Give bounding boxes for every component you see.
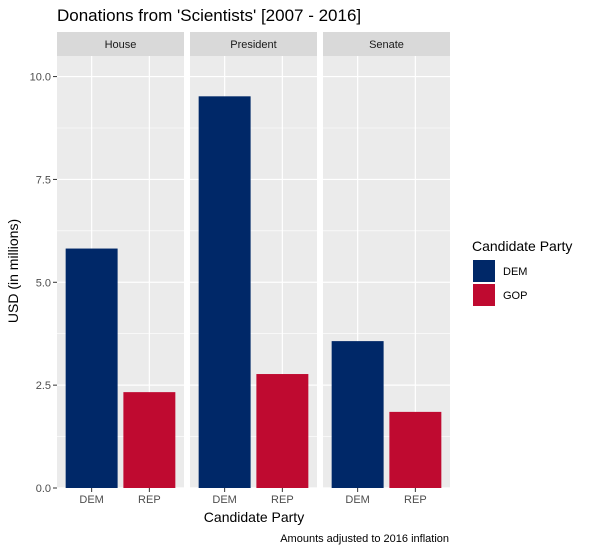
y-axis: 0.0 2.5 5.0 7.5 10.0 xyxy=(30,72,57,495)
y-tick-label: 10.0 xyxy=(30,72,51,84)
bar-president-dem xyxy=(198,96,251,488)
x-tick-label: DEM xyxy=(345,494,369,506)
facet-panels: House DEM REP President DEM REP Senate DEM REP xyxy=(57,32,450,506)
bar-president-rep xyxy=(256,374,309,488)
x-tick-label: REP xyxy=(404,494,427,506)
x-tick-label: DEM xyxy=(79,494,103,506)
facet-senate: Senate DEM REP xyxy=(323,32,450,506)
y-axis-label: USD (in millions) xyxy=(5,219,21,323)
bar-house-dem xyxy=(65,248,118,488)
x-tick-label: REP xyxy=(138,494,161,506)
legend-key-dem xyxy=(473,260,495,282)
facet-strip xyxy=(190,32,317,56)
y-tick-label: 0.0 xyxy=(36,483,51,495)
x-axis-label: Candidate Party xyxy=(204,509,304,525)
facet-strip xyxy=(57,32,184,56)
chart-title: Donations from 'Scientists' [2007 - 2016… xyxy=(57,6,361,25)
bar-senate-rep xyxy=(389,411,442,488)
y-tick-label: 2.5 xyxy=(36,380,51,392)
legend-label-dem: DEM xyxy=(503,266,527,278)
facet-president: President DEM REP xyxy=(190,32,317,506)
x-tick-label: DEM xyxy=(212,494,236,506)
legend-key-gop xyxy=(473,284,495,306)
bar-senate-dem xyxy=(331,341,384,488)
facet-strip-label: House xyxy=(105,39,137,51)
x-tick-label: REP xyxy=(271,494,294,506)
facet-strip-label: Senate xyxy=(369,39,404,51)
caption: Amounts adjusted to 2016 inflation xyxy=(280,533,449,545)
y-tick-label: 7.5 xyxy=(36,174,51,186)
facet-strip-label: President xyxy=(230,39,276,51)
legend: Candidate Party DEM GOP xyxy=(472,238,572,306)
facet-house: House DEM REP xyxy=(57,32,184,506)
legend-label-gop: GOP xyxy=(503,290,527,302)
facet-strip xyxy=(323,32,450,56)
bar-house-rep xyxy=(123,392,176,488)
legend-title: Candidate Party xyxy=(472,238,572,254)
y-tick-label: 5.0 xyxy=(36,277,51,289)
